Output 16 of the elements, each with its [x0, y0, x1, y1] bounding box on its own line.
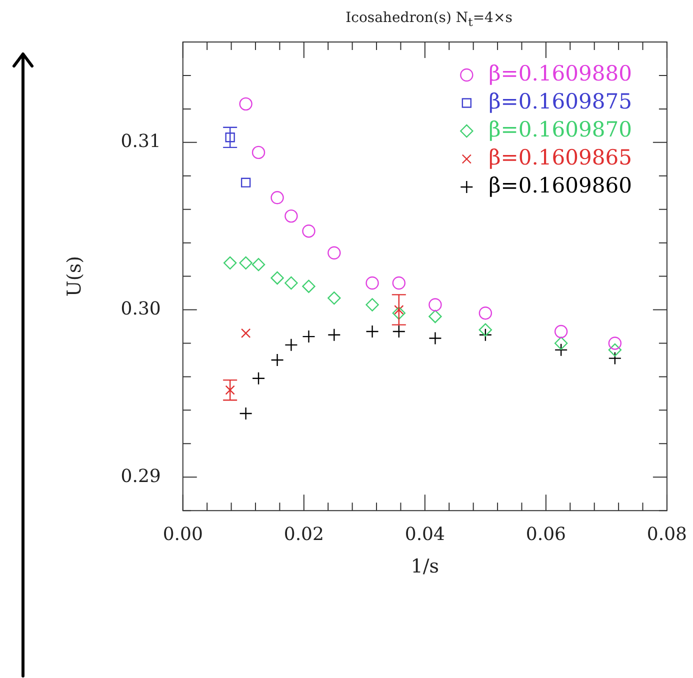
- x-tick-label: 0.00: [162, 524, 203, 546]
- legend-label: β=0.1609875: [488, 89, 632, 114]
- x-tick-label: 0.04: [404, 524, 445, 546]
- legend-label: β=0.1609870: [488, 117, 632, 142]
- legend-label: β=0.1609865: [488, 145, 632, 170]
- x-tick-label: 0.08: [646, 524, 687, 546]
- legend-label: β=0.1609880: [488, 61, 632, 86]
- y-axis-title: U(s): [63, 256, 86, 297]
- x-tick-label: 0.02: [284, 524, 324, 546]
- y-tick-label: 0.29: [120, 466, 161, 487]
- x-tick-label: 0.06: [526, 524, 566, 546]
- chart-title: Icosahedron(s) N$_{t}$=4×s: [344, 10, 514, 29]
- y-tick-label: 0.31: [120, 131, 161, 152]
- legend-label: β=0.1609860: [488, 173, 632, 198]
- x-axis-title: 1/s: [410, 556, 440, 578]
- y-tick-label: 0.30: [120, 298, 161, 320]
